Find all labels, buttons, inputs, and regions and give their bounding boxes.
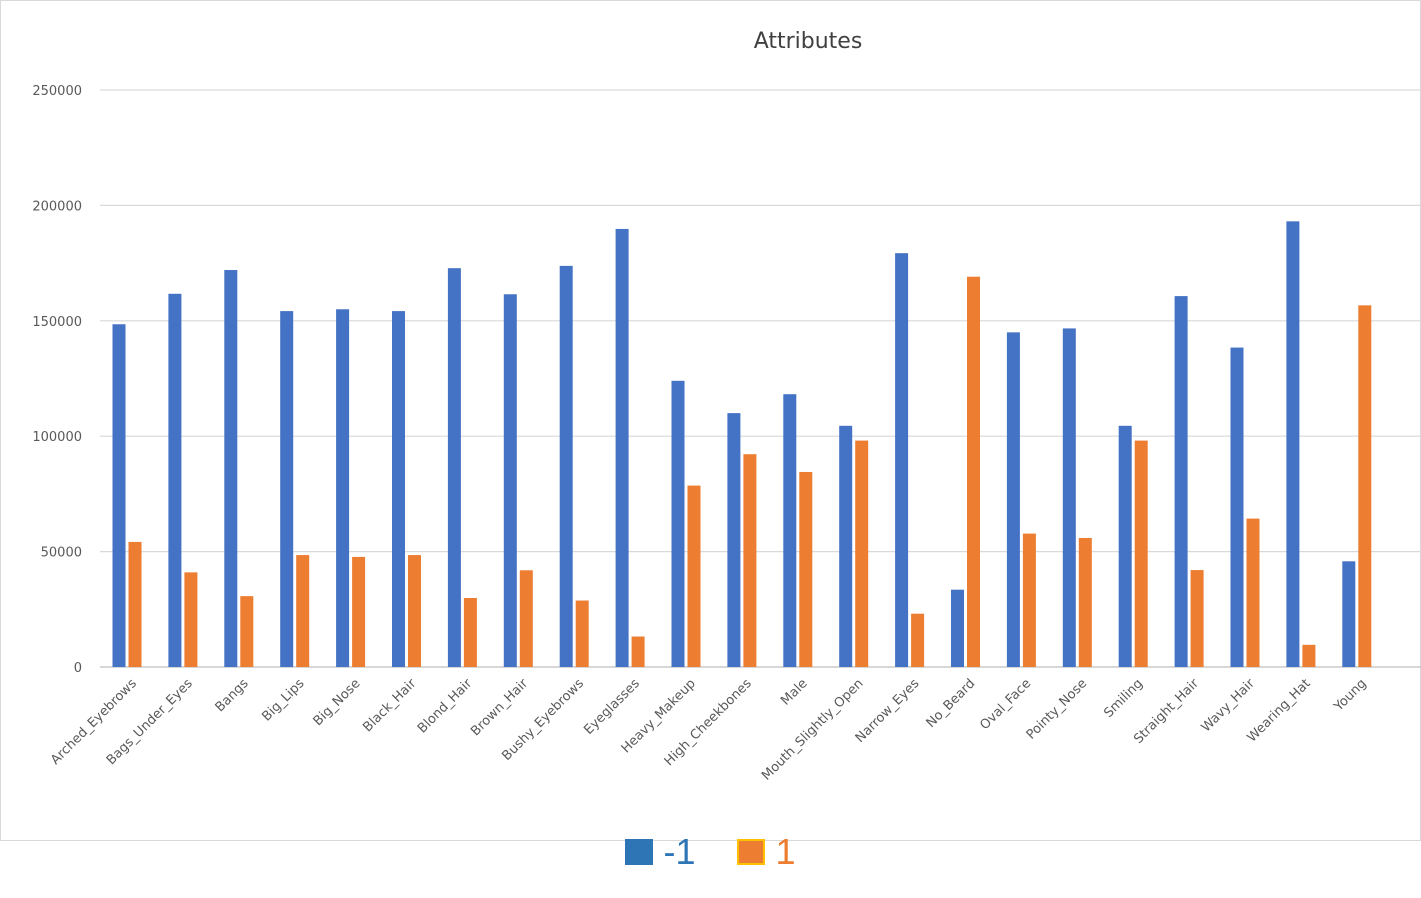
bar-pos1-eyeglasses bbox=[631, 636, 645, 667]
bar-pos1-heavy-makeup bbox=[687, 485, 701, 667]
bar-neg1-straight-hair bbox=[1174, 296, 1188, 667]
y-tick-label: 200000 bbox=[32, 199, 82, 214]
bar-pos1-black-hair bbox=[408, 555, 421, 667]
bar-neg1-bushy-eyebrows bbox=[559, 265, 573, 667]
bar-pos1-oval-face bbox=[1022, 533, 1036, 667]
legend-label-pos1: 1 bbox=[775, 831, 796, 872]
bar-pos1-straight-hair bbox=[1190, 570, 1204, 667]
bar-neg1-big-nose bbox=[336, 309, 350, 667]
bar-pos1-bushy-eyebrows bbox=[575, 600, 589, 667]
bar-neg1-big-lips bbox=[280, 311, 294, 667]
bar-neg1-no-beard bbox=[951, 589, 964, 667]
y-tick-label: 100000 bbox=[32, 430, 82, 445]
bar-neg1-mouth-slightly-open bbox=[839, 425, 853, 667]
bar-neg1-pointy-nose bbox=[1062, 328, 1076, 667]
bar-neg1-narrow-eyes bbox=[895, 253, 909, 667]
bar-pos1-narrow-eyes bbox=[911, 613, 925, 667]
bar-pos1-bangs bbox=[240, 596, 254, 667]
bar-pos1-blond-hair bbox=[463, 597, 477, 667]
bar-neg1-wearing-hat bbox=[1286, 221, 1300, 667]
legend-item-pos1: 1 bbox=[737, 831, 796, 873]
bar-neg1-young bbox=[1342, 561, 1356, 667]
y-axis-ticks: 0 50000 100000 150000 200000 250000 bbox=[32, 84, 82, 676]
legend-item-neg1: -1 bbox=[625, 831, 695, 873]
bar-neg1-brown-hair bbox=[503, 294, 517, 667]
bar-pos1-pointy-nose bbox=[1078, 537, 1092, 667]
legend-label-neg1: -1 bbox=[663, 831, 696, 872]
chart-title: Attributes bbox=[754, 29, 863, 54]
legend-swatch-pos1 bbox=[737, 839, 766, 865]
bar-neg1-blond-hair bbox=[447, 268, 461, 667]
y-tick-label: 250000 bbox=[32, 84, 82, 99]
bar-neg1-eyeglasses bbox=[615, 228, 629, 668]
bar-pos1-big-lips bbox=[296, 555, 310, 667]
bar-pos1-mouth-slightly-open bbox=[855, 440, 869, 667]
bar-pos1-male bbox=[799, 471, 813, 667]
bar-neg1-high-cheekbones bbox=[727, 413, 741, 667]
bar-neg1-wavy-hair bbox=[1230, 347, 1244, 667]
bar-neg1-smiling bbox=[1118, 425, 1132, 667]
bar-neg1-oval-face bbox=[1006, 332, 1020, 667]
y-tick-label: 150000 bbox=[32, 315, 82, 330]
bar-neg1-male bbox=[783, 394, 797, 667]
bar-pos1-high-cheekbones bbox=[743, 454, 757, 667]
legend: -1 1 bbox=[0, 828, 1421, 876]
bar-neg1-arched-eyebrows bbox=[112, 324, 126, 667]
bar-neg1-bags-under-eyes bbox=[168, 293, 182, 667]
bar-pos1-arched-eyebrows bbox=[128, 541, 142, 667]
bar-neg1-heavy-makeup bbox=[671, 380, 685, 667]
bar-neg1-black-hair bbox=[392, 311, 405, 667]
bar-pos1-big-nose bbox=[352, 556, 366, 667]
bar-pos1-brown-hair bbox=[519, 570, 533, 667]
y-tick-label: 50000 bbox=[41, 546, 82, 561]
bar-pos1-no-beard bbox=[967, 276, 980, 667]
bar-neg1-bangs bbox=[224, 270, 238, 667]
bar-pos1-bags-under-eyes bbox=[184, 572, 198, 667]
bar-pos1-smiling bbox=[1134, 440, 1148, 667]
bar-pos1-wavy-hair bbox=[1246, 518, 1260, 667]
bar-pos1-young bbox=[1358, 305, 1372, 667]
y-tick-label: 0 bbox=[74, 661, 82, 676]
bars bbox=[112, 221, 1372, 668]
bar-pos1-wearing-hat bbox=[1302, 644, 1316, 667]
legend-swatch-neg1 bbox=[625, 839, 654, 865]
